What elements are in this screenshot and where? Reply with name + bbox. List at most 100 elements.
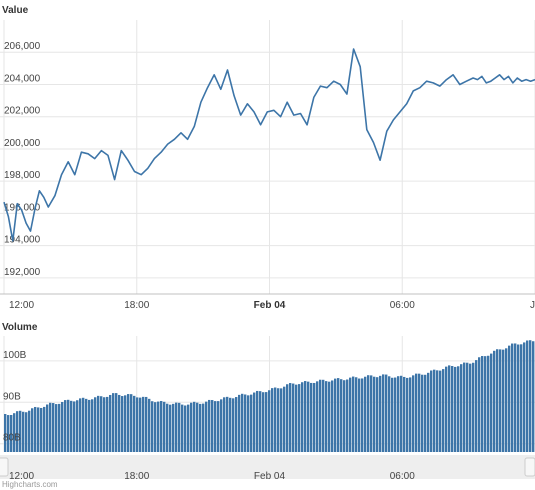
volume-bar	[253, 392, 256, 452]
volume-bar	[148, 398, 151, 452]
volume-bar	[166, 403, 169, 452]
volume-bar	[367, 375, 370, 452]
volume-bar	[379, 375, 382, 452]
volume-bar	[127, 394, 130, 452]
volume-bar	[316, 381, 319, 452]
price-x-tick-label: 18:00	[124, 300, 149, 311]
volume-bar	[25, 412, 28, 452]
price-y-axis: 192,000 194,000 196,000 198,000 200,000 202,0…	[4, 41, 41, 278]
price-x-axis: 12:00 18:00 Feb 04 06:00 J	[9, 300, 535, 311]
volume-bar	[181, 404, 184, 452]
volume-bar	[103, 397, 106, 452]
volume-bar	[100, 396, 103, 452]
volume-bar	[55, 404, 58, 452]
volume-bar	[478, 357, 481, 452]
price-y-tick-label: 194,000	[4, 235, 41, 246]
volume-bar	[124, 395, 127, 452]
volume-bar	[220, 399, 223, 452]
volume-bar	[358, 378, 361, 452]
volume-bar	[331, 380, 334, 452]
volume-bar	[229, 397, 232, 452]
volume-chart: Volume 80B 90B 100B	[0, 322, 535, 452]
volume-bar	[82, 397, 85, 452]
volume-bar	[160, 400, 163, 452]
price-gridlines	[0, 20, 535, 295]
volume-y-tick-label: 80B	[3, 433, 21, 444]
volume-bar	[466, 362, 469, 452]
volume-bar	[88, 399, 91, 452]
volume-bar	[370, 375, 373, 452]
price-y-tick-label: 204,000	[4, 73, 41, 84]
volume-bar	[247, 395, 250, 452]
volume-bar	[133, 395, 136, 452]
volume-bar	[112, 393, 115, 452]
volume-bar	[382, 374, 385, 452]
volume-bar	[73, 401, 76, 452]
volume-bar	[469, 363, 472, 452]
volume-bar	[241, 393, 244, 452]
price-y-tick-label: 200,000	[4, 138, 41, 149]
volume-bar	[217, 401, 220, 452]
volume-bar	[121, 396, 124, 452]
volume-bar	[256, 390, 259, 452]
volume-bar	[403, 376, 406, 452]
volume-bar	[412, 375, 415, 452]
navigator-x-tick-label: 12:00	[9, 471, 34, 482]
price-y-tick-label: 198,000	[4, 170, 41, 181]
navigator-x-axis: 12:00 18:00 Feb 04 06:00	[9, 471, 415, 482]
volume-bar	[295, 384, 298, 452]
volume-bar	[511, 343, 514, 452]
volume-bar	[340, 379, 343, 452]
navigator-x-tick-label: 18:00	[124, 471, 149, 482]
volume-bar	[520, 344, 523, 452]
volume-bar	[19, 410, 22, 452]
volume-bar	[109, 394, 112, 452]
navigator-right-handle[interactable]	[524, 457, 535, 477]
volume-bar	[310, 382, 313, 452]
volume-bar	[235, 397, 238, 452]
volume-bar	[139, 397, 142, 452]
volume-bar	[361, 378, 364, 452]
volume-bar	[475, 360, 478, 452]
volume-bar	[529, 340, 532, 452]
volume-bar	[442, 369, 445, 452]
volume-bar	[190, 402, 193, 452]
volume-bar	[58, 403, 61, 452]
volume-bar	[13, 413, 16, 452]
volume-bar	[484, 356, 487, 452]
volume-bar	[286, 384, 289, 452]
volume-bar	[118, 394, 121, 452]
volume-bar	[208, 399, 211, 452]
volume-bar	[85, 398, 88, 452]
volume-bar	[373, 376, 376, 452]
volume-bar	[433, 369, 436, 452]
navigator[interactable]: 12:00 18:00 Feb 04 06:00	[0, 455, 535, 482]
volume-bar	[445, 366, 448, 452]
volume-bar	[64, 400, 67, 452]
navigator-left-handle[interactable]	[0, 457, 9, 477]
volume-bar	[40, 407, 43, 452]
volume-bar	[457, 366, 460, 452]
price-y-tick-label: 196,000	[4, 202, 41, 213]
volume-chart-title: Volume	[2, 322, 38, 333]
volume-bar	[79, 398, 82, 452]
volume-bar	[346, 379, 349, 452]
volume-bar	[532, 341, 535, 452]
volume-bar	[304, 381, 307, 452]
volume-bar	[22, 411, 25, 452]
volume-bar	[250, 394, 253, 452]
volume-bar	[463, 362, 466, 452]
volume-bar	[7, 415, 10, 452]
volume-bar	[274, 387, 277, 452]
volume-bar	[28, 410, 31, 452]
navigator-x-tick-label: Feb 04	[254, 471, 286, 482]
volume-bar	[97, 395, 100, 452]
volume-bar	[277, 388, 280, 452]
volume-bar	[10, 414, 13, 452]
volume-bar	[223, 397, 226, 452]
volume-bar	[490, 353, 493, 452]
navigator-band[interactable]	[0, 455, 535, 479]
volume-bar	[448, 365, 451, 452]
volume-bar	[334, 378, 337, 452]
